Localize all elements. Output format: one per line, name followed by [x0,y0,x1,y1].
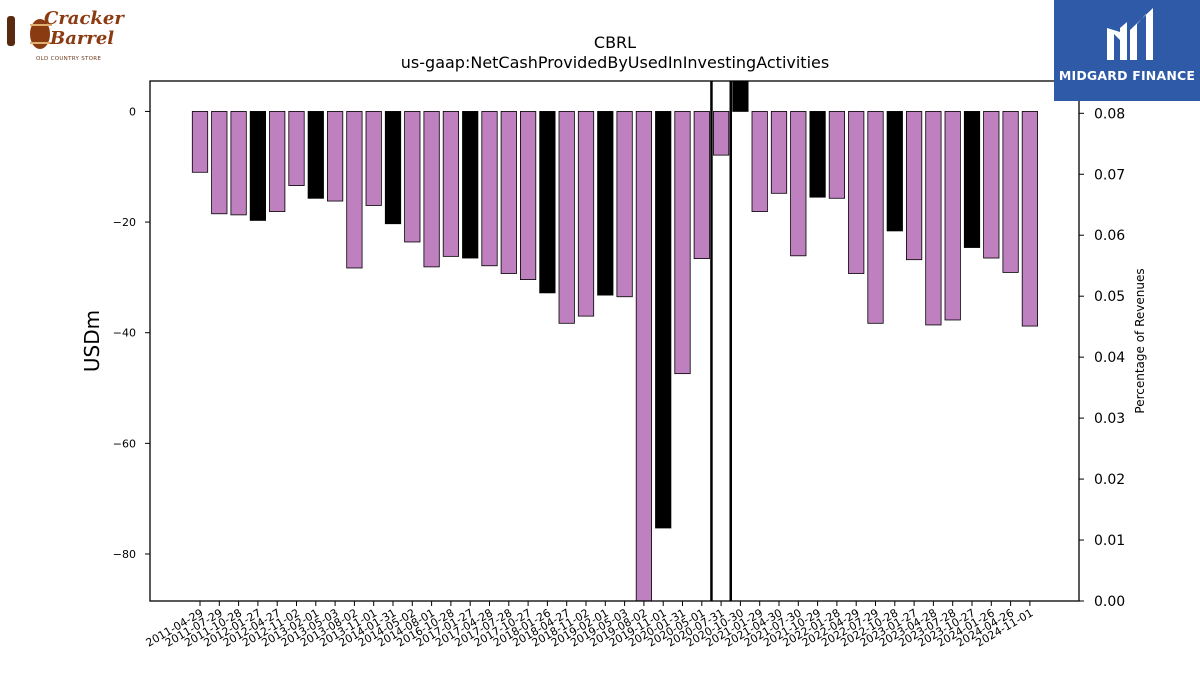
bar [983,111,1000,259]
bar [384,111,402,225]
bar [481,111,498,267]
y-axis-ticks: 0 −20 −40 −60 −80 [113,105,150,561]
y-tick-label: −20 [113,216,136,229]
cracker-barrel-logo: Cracker Barrel OLD COUNTRY STORE [4,4,124,64]
bar [539,111,556,294]
y2-tick-label: 0.06 [1094,228,1125,244]
bar [906,111,923,261]
y2-tick-label: 0.04 [1094,350,1125,366]
bar [597,111,614,296]
bar [462,111,479,259]
bar [944,111,961,321]
midgard-finance-logo: MIDGARD FINANCE [1054,0,1200,101]
bar [249,111,266,221]
bars-layer [191,80,1039,602]
bar [963,111,981,248]
bar [1002,111,1019,273]
bar [577,111,595,317]
bar [713,111,730,156]
bar [867,111,884,324]
y-tick-label: −40 [113,327,136,340]
bar [886,111,903,232]
bar [635,111,653,602]
bar [655,111,672,529]
y2-tick-label: 0.02 [1094,472,1125,488]
bar [346,111,363,269]
bar [693,111,710,259]
barrel-icon [7,16,52,49]
y2-tick-label: 0.05 [1094,289,1125,305]
bar [288,111,305,186]
bar [423,111,440,268]
chart-title: CBRL [594,33,636,52]
y2-tick-label: 0.00 [1094,594,1125,610]
y2-axis-label: Percentage of Revenues [1133,268,1147,413]
bar [751,111,768,212]
bar [770,111,788,194]
bar [307,111,324,199]
x-axis-ticks: 2011-04-292011-07-292011-10-282012-01-27… [144,601,1035,650]
y-tick-label: −80 [113,548,136,561]
bar [558,111,575,324]
bar [1021,111,1039,327]
y2-tick-label: 0.07 [1094,167,1125,183]
bar [500,111,517,274]
bar [211,111,228,215]
y2-tick-label: 0.01 [1094,533,1125,549]
logo-tagline: OLD COUNTRY STORE [36,56,102,62]
bar [230,111,247,216]
y-tick-label: −60 [113,437,136,450]
bar [365,111,382,206]
chart-subtitle: us-gaap:NetCashProvidedByUsedInInvesting… [401,53,829,72]
bar [404,111,421,243]
bar [442,111,460,257]
bar [674,111,691,375]
bar [616,111,633,298]
bar [732,80,749,112]
bar [925,111,942,326]
logo-word-cracker: Cracker [44,8,124,29]
y-axis-label: USDm [80,310,104,372]
vlines-layer [710,81,732,601]
bar [828,111,846,199]
bar [326,111,344,202]
bar [809,111,826,198]
plot-frame [149,80,1080,602]
bar [520,111,537,280]
bar [848,111,865,274]
bar [191,111,209,173]
bar [790,111,807,257]
y-tick-label: 0 [129,105,136,118]
midgard-brand-text: MIDGARD FINANCE [1058,68,1196,83]
logo-word-barrel: Barrel [50,28,115,49]
y2-tick-label: 0.03 [1094,411,1125,427]
midgard-mark-icon [1107,8,1153,60]
y2-tick-label: 0.08 [1094,106,1125,122]
bar [269,111,286,212]
y2-axis-ticks: 0.00 0.01 0.02 0.03 0.04 0.05 0.06 0.07 0.08 [1079,106,1125,610]
